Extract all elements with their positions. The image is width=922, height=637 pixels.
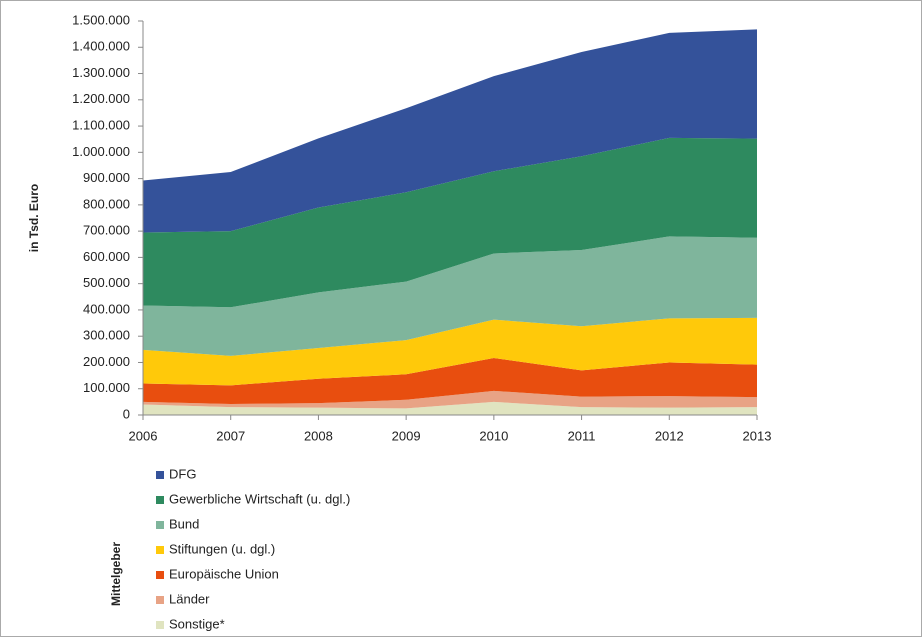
y-tick-label: 1.100.000 xyxy=(72,118,130,133)
legend-label: Europäische Union xyxy=(169,566,279,581)
y-tick-label: 100.000 xyxy=(83,380,130,395)
y-tick-label: 200.000 xyxy=(83,354,130,369)
legend-label: DFG xyxy=(169,466,196,481)
y-tick-label: 1.200.000 xyxy=(72,91,130,106)
legend-swatch xyxy=(156,571,164,579)
area xyxy=(143,29,757,233)
legend-label: Gewerbliche Wirtschaft (u. dgl.) xyxy=(169,491,350,506)
y-tick-label: 300.000 xyxy=(83,328,130,343)
y-tick-label: 400.000 xyxy=(83,301,130,316)
x-tick-label: 2010 xyxy=(479,428,508,443)
legend-title: Mittelgeber xyxy=(109,542,123,606)
x-tick-label: 2007 xyxy=(216,428,245,443)
area xyxy=(143,317,757,386)
legend-swatch xyxy=(156,496,164,504)
y-axis-label: in Tsd. Euro xyxy=(27,184,41,252)
y-tick-label: 800.000 xyxy=(83,196,130,211)
y-tick-label: 600.000 xyxy=(83,249,130,264)
area xyxy=(143,236,757,356)
legend-label: Stiftungen (u. dgl.) xyxy=(169,541,275,556)
y-tick-label: 1.500.000 xyxy=(72,12,130,27)
legend-swatch xyxy=(156,546,164,554)
x-tick-label: 2011 xyxy=(568,428,596,443)
y-tick-label: 900.000 xyxy=(83,170,130,185)
y-tick-label: 700.000 xyxy=(83,223,130,238)
y-tick-label: 1.400.000 xyxy=(72,39,130,54)
area xyxy=(143,358,757,404)
legend-label: Sonstige* xyxy=(169,616,225,631)
legend-label: Länder xyxy=(169,591,210,606)
legend-label: Bund xyxy=(169,516,199,531)
area xyxy=(143,401,757,415)
x-tick-label: 2009 xyxy=(392,428,421,443)
y-tick-label: 1.000.000 xyxy=(72,144,130,159)
y-tick-label: 0 xyxy=(123,406,130,421)
y-tick-label: 1.300.000 xyxy=(72,65,130,80)
x-tick-label: 2008 xyxy=(304,428,333,443)
area xyxy=(143,137,757,308)
x-tick-label: 2013 xyxy=(743,428,772,443)
y-tick-label: 500.000 xyxy=(83,275,130,290)
legend-swatch xyxy=(156,596,164,604)
area xyxy=(143,390,757,409)
x-tick-label: 2006 xyxy=(129,428,158,443)
legend-swatch xyxy=(156,471,164,479)
legend-swatch xyxy=(156,521,164,529)
legend-swatch xyxy=(156,621,164,629)
x-tick-label: 2012 xyxy=(655,428,684,443)
